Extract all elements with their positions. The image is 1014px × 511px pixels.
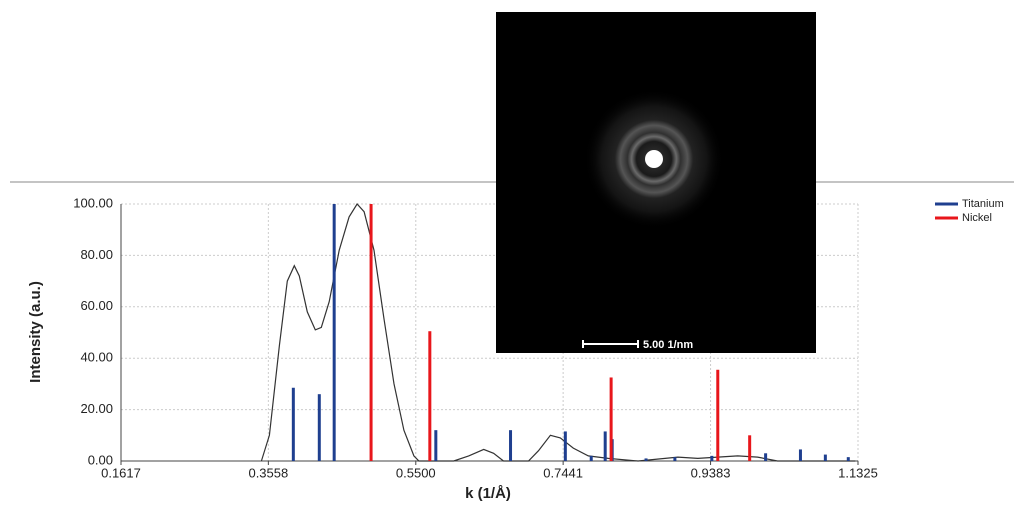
stick — [332, 204, 336, 461]
stick — [764, 453, 768, 461]
x-tick-label: 0.7441 — [543, 465, 583, 480]
profile-line — [260, 203, 856, 462]
y-tick-label: 40.00 — [80, 350, 113, 365]
stick — [369, 204, 373, 461]
plot-area: 0.00 20.00 40.00 60.00 80.00 100.00 0.1617 0.35… — [73, 195, 878, 480]
inset-image: 5.00 1/nm — [496, 12, 816, 353]
y-tick-label: 20.00 — [80, 401, 113, 416]
y-axis-label: Intensity (a.u.) — [27, 281, 44, 383]
stick — [317, 394, 321, 461]
stick — [291, 387, 295, 461]
stick — [603, 431, 607, 461]
stick — [846, 457, 850, 461]
x-tick-label: 0.5500 — [396, 465, 436, 480]
stick — [589, 455, 593, 461]
x-tick-label: 1.1325 — [838, 465, 878, 480]
stick — [823, 454, 827, 461]
x-tick-label: 0.3558 — [248, 465, 288, 480]
y-tick-label: 80.00 — [80, 247, 113, 262]
x-tick-label: 0.1617 — [101, 465, 141, 480]
stick — [716, 369, 720, 461]
stick — [434, 430, 438, 461]
y-tick-label: 60.00 — [80, 298, 113, 313]
stick — [673, 457, 677, 461]
stick — [748, 435, 752, 461]
stick — [710, 455, 714, 461]
x-tick-label: 0.9383 — [691, 465, 731, 480]
stick — [609, 377, 613, 461]
x-axis-label: k (1/Å) — [465, 485, 511, 502]
scale-bar-label: 5.00 1/nm — [643, 339, 693, 351]
stick — [644, 458, 648, 461]
legend-label: Titanium — [962, 198, 1004, 210]
stick — [798, 449, 802, 461]
legend-label: Nickel — [962, 212, 992, 224]
stick — [509, 430, 513, 461]
y-tick-label: 100.00 — [73, 195, 113, 210]
stick — [563, 431, 567, 461]
central-spot — [645, 150, 663, 168]
stick — [428, 331, 432, 461]
y-tick-label: 0.00 — [88, 452, 113, 467]
